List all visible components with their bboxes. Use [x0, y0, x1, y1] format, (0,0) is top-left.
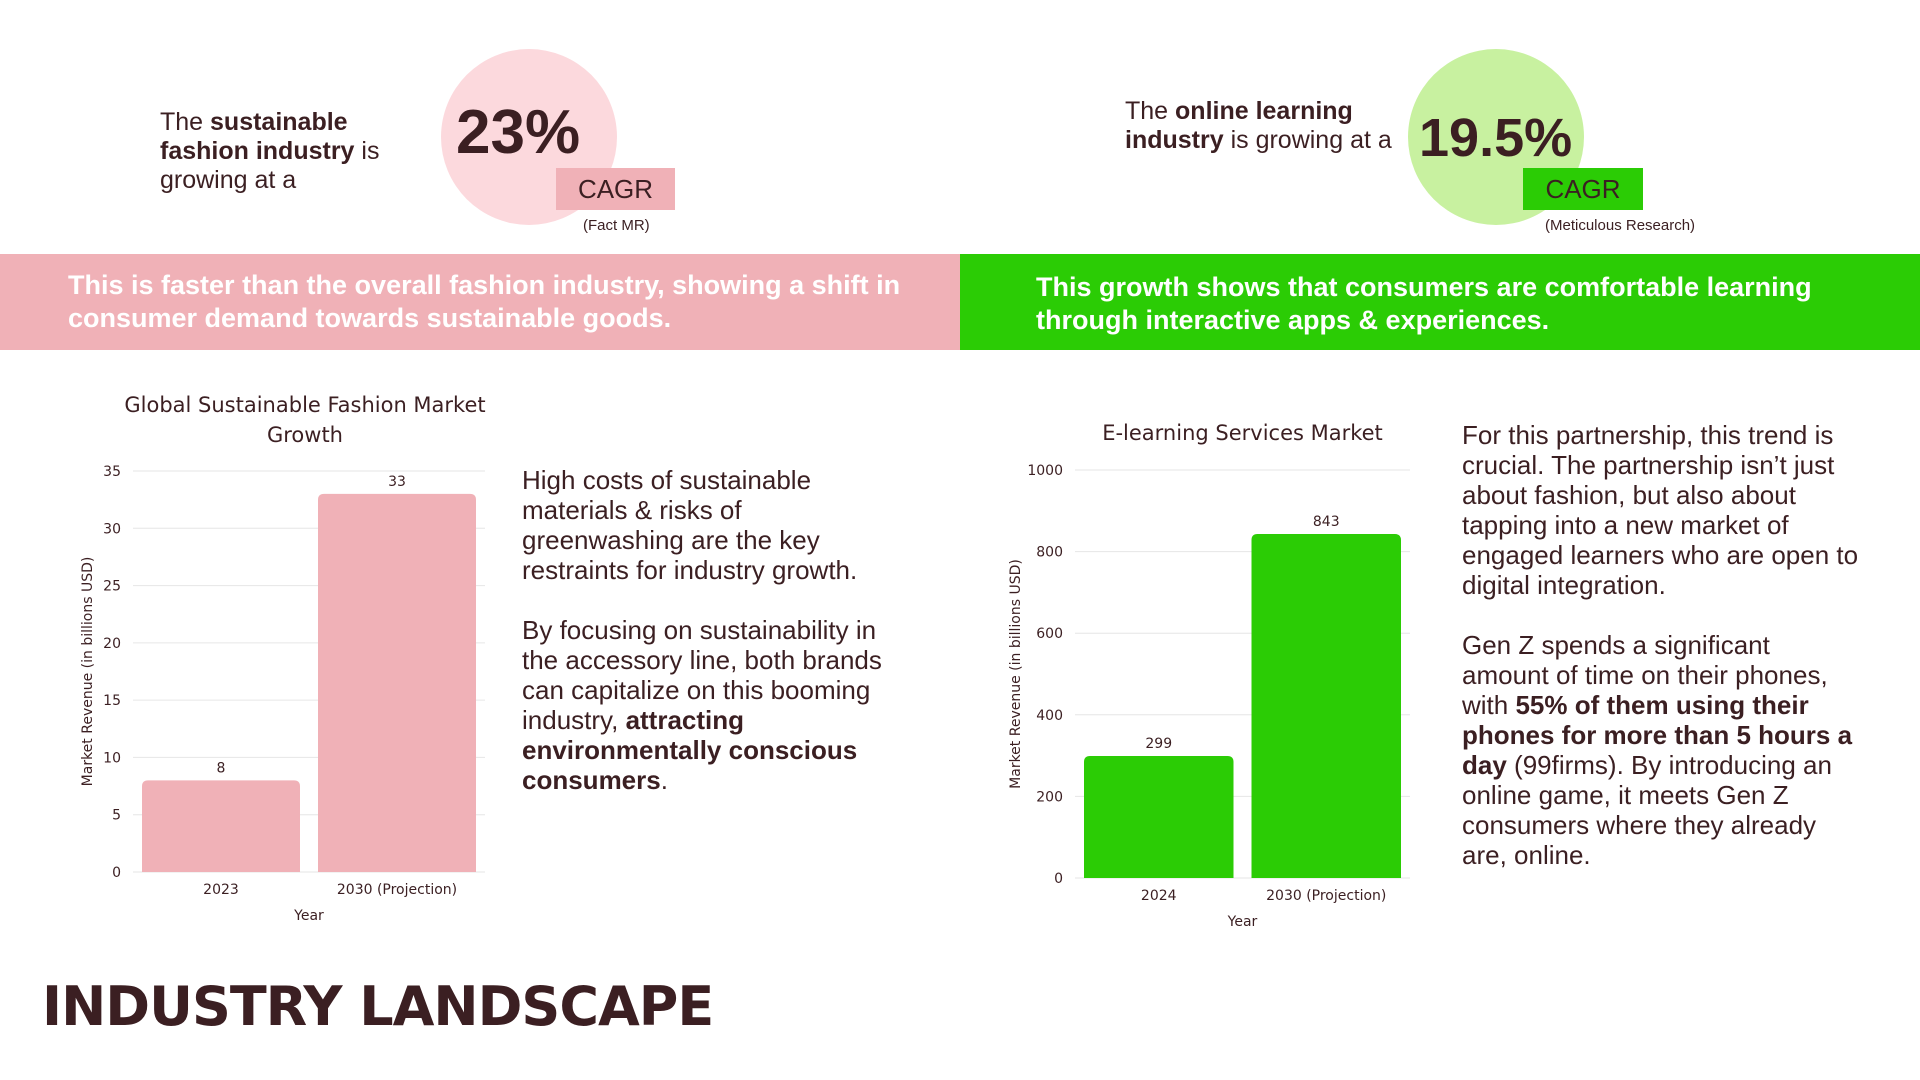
left-band: This is faster than the overall fashion … [0, 254, 960, 350]
right-stat-text: The online learning industry is growing … [1125, 97, 1392, 154]
data-label: 299 [1145, 736, 1172, 752]
left-stat-value: 23% [456, 98, 581, 167]
data-label: 8 [217, 760, 226, 776]
bar [1251, 534, 1401, 878]
chart2-title: E-learning Services Market [1102, 421, 1383, 445]
y-tick-label: 600 [1036, 626, 1063, 642]
bar [142, 780, 300, 872]
y-tick-label: 30 [103, 521, 121, 537]
right-stat-value: 19.5% [1419, 108, 1573, 168]
data-label: 843 [1313, 514, 1340, 530]
left-cagr-badge: CAGR [556, 168, 675, 210]
y-tick-label: 1000 [1027, 463, 1063, 479]
data-label: 33 [388, 474, 406, 490]
x-tick-label: 2023 [203, 882, 239, 898]
y-tick-label: 0 [112, 865, 121, 881]
left-band-text: This is faster than the overall fashion … [68, 270, 901, 333]
x-tick-label: 2030 (Projection) [337, 882, 457, 898]
y-tick-label: 0 [1054, 871, 1063, 887]
right-band-text: This growth shows that consumers are com… [1036, 272, 1812, 335]
right-paragraph-1: For this partnership, this trend is cruc… [1462, 420, 1859, 600]
x-tick-label: 2024 [1141, 888, 1177, 904]
right-band: This growth shows that consumers are com… [960, 254, 1920, 350]
right-paragraph: For this partnership, this trend is cruc… [1462, 420, 1862, 870]
y-tick-label: 400 [1036, 708, 1063, 724]
y-tick-label: 35 [103, 464, 121, 480]
chart1: 0 5 10 15 20 25 30 35 8 2023 33 2030 (Projection) Ye… [80, 464, 485, 924]
y-tick-label: 15 [103, 693, 121, 709]
left-paragraph-2: By focusing on sustainability in the acc… [522, 615, 882, 795]
y-axis-label: Market Revenue (in billions USD) [80, 557, 96, 787]
y-tick-label: 800 [1036, 545, 1063, 561]
y-axis-label: Market Revenue (in billions USD) [1008, 559, 1024, 789]
right-cagr-badge: CAGR [1523, 168, 1643, 210]
y-tick-label: 200 [1036, 789, 1063, 805]
left-paragraph-1: High costs of sustainable materials & ri… [522, 465, 858, 585]
right-paragraph-2: Gen Z spends a significant amount of tim… [1462, 630, 1853, 870]
x-axis-label: Year [1227, 914, 1258, 930]
chart1-title: Global Sustainable Fashion Market Growth [124, 393, 486, 447]
left-stat-text: The sustainable fashion industry is grow… [160, 108, 380, 194]
bar [1084, 756, 1234, 878]
x-tick-label: 2030 (Projection) [1266, 888, 1386, 904]
right-stat-source: (Meticulous Research) [1545, 217, 1696, 234]
bar [318, 493, 476, 872]
y-tick-label: 25 [103, 579, 121, 595]
y-tick-label: 5 [112, 808, 121, 824]
page-heading: INDUSTRY LANDSCAPE [42, 975, 714, 1038]
y-tick-label: 10 [103, 750, 121, 766]
x-axis-label: Year [293, 908, 324, 924]
left-paragraph: High costs of sustainable materials & ri… [522, 465, 882, 795]
left-stat-source: (Fact MR) [583, 217, 650, 234]
chart2: 0 200 400 600 800 1000 299 2024 843 2030 (Project… [1008, 463, 1410, 930]
y-tick-label: 20 [103, 636, 121, 652]
